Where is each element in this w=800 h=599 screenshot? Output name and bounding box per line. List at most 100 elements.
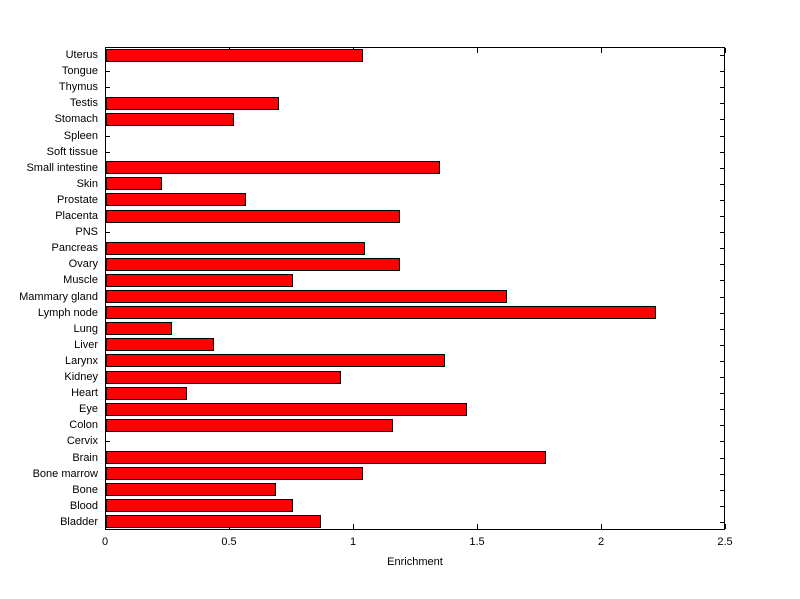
y-tick-right: [720, 377, 724, 378]
x-tick-bottom: [601, 524, 602, 529]
y-tick-right: [720, 136, 724, 137]
category-label: Colon: [69, 419, 98, 431]
category-label: Liver: [74, 339, 98, 351]
category-label: Bone: [72, 484, 98, 496]
bar: [106, 242, 365, 255]
x-tick-label: 0.5: [221, 536, 237, 548]
x-tick-bottom: [105, 524, 106, 529]
bar: [106, 387, 187, 400]
bar: [106, 354, 445, 367]
bar: [106, 371, 341, 384]
y-tick-right: [720, 264, 724, 265]
y-tick-right: [720, 329, 724, 330]
y-tick-right: [720, 184, 724, 185]
x-tick-top: [725, 48, 726, 53]
category-label: Thymus: [58, 81, 98, 93]
x-tick-bottom: [353, 524, 354, 529]
category-label: Uterus: [65, 49, 98, 61]
bar: [106, 290, 507, 303]
category-label: Tongue: [61, 65, 98, 77]
bar: [106, 419, 393, 432]
y-tick-left: [106, 71, 110, 72]
y-tick-left: [106, 152, 110, 153]
y-tick-right: [720, 200, 724, 201]
category-label: Blood: [69, 500, 98, 512]
category-label: PNS: [75, 226, 98, 238]
bar: [106, 499, 293, 512]
x-tick-top: [601, 48, 602, 53]
x-tick-label: 2.5: [717, 536, 733, 548]
bar: [106, 49, 363, 62]
y-tick-right: [720, 168, 724, 169]
bar: [106, 258, 400, 271]
y-tick-right: [720, 393, 724, 394]
y-tick-right: [720, 361, 724, 362]
x-tick-top: [477, 48, 478, 53]
y-tick-right: [720, 280, 724, 281]
y-tick-right: [720, 87, 724, 88]
y-tick-right: [720, 345, 724, 346]
category-label: Ovary: [68, 258, 98, 270]
y-tick-left: [106, 232, 110, 233]
category-label: Heart: [71, 387, 98, 399]
bar: [106, 467, 363, 480]
x-tick-bottom: [725, 524, 726, 529]
bar: [106, 338, 214, 351]
y-tick-right: [720, 103, 724, 104]
category-label: Eye: [79, 403, 98, 415]
category-label: Stomach: [54, 113, 98, 125]
category-label: Small intestine: [26, 162, 98, 174]
x-tick-label: 0: [101, 536, 109, 548]
bar: [106, 161, 440, 174]
y-tick-right: [720, 297, 724, 298]
category-label: Larynx: [64, 355, 98, 367]
plot-area: [105, 47, 725, 530]
x-tick-bottom: [477, 524, 478, 529]
y-tick-right: [720, 232, 724, 233]
bar: [106, 193, 246, 206]
category-label: Lymph node: [37, 307, 98, 319]
x-axis-label: Enrichment: [387, 556, 443, 568]
x-tick-label: 1.5: [469, 536, 485, 548]
x-tick-top: [105, 48, 106, 53]
y-tick-right: [720, 522, 724, 523]
bar: [106, 113, 234, 126]
y-tick-right: [720, 441, 724, 442]
bar: [106, 97, 279, 110]
category-label: Cervix: [66, 435, 98, 447]
x-tick-label: 2: [597, 536, 605, 548]
x-tick-label: 1: [349, 536, 357, 548]
y-tick-left: [106, 136, 110, 137]
bar: [106, 177, 162, 190]
category-label: Pancreas: [51, 242, 98, 254]
category-label: Bone marrow: [32, 468, 98, 480]
bar: [106, 451, 546, 464]
bar: [106, 274, 293, 287]
bar: [106, 306, 656, 319]
category-label: Prostate: [57, 194, 98, 206]
bar: [106, 483, 276, 496]
y-tick-left: [106, 87, 110, 88]
y-tick-right: [720, 119, 724, 120]
category-label: Bladder: [60, 516, 98, 528]
y-tick-right: [720, 409, 724, 410]
category-label: Mammary gland: [19, 291, 98, 303]
y-tick-right: [720, 474, 724, 475]
y-tick-right: [720, 248, 724, 249]
category-label: Skin: [76, 178, 98, 190]
y-tick-left: [106, 441, 110, 442]
y-tick-right: [720, 490, 724, 491]
y-tick-right: [720, 152, 724, 153]
bar: [106, 322, 172, 335]
y-tick-right: [720, 313, 724, 314]
category-label: Lung: [73, 323, 98, 335]
y-tick-right: [720, 216, 724, 217]
category-label: Testis: [69, 97, 98, 109]
category-label: Brain: [72, 452, 98, 464]
category-label: Spleen: [63, 130, 98, 142]
y-tick-right: [720, 71, 724, 72]
y-tick-right: [720, 425, 724, 426]
y-tick-right: [720, 458, 724, 459]
bar: [106, 515, 321, 528]
